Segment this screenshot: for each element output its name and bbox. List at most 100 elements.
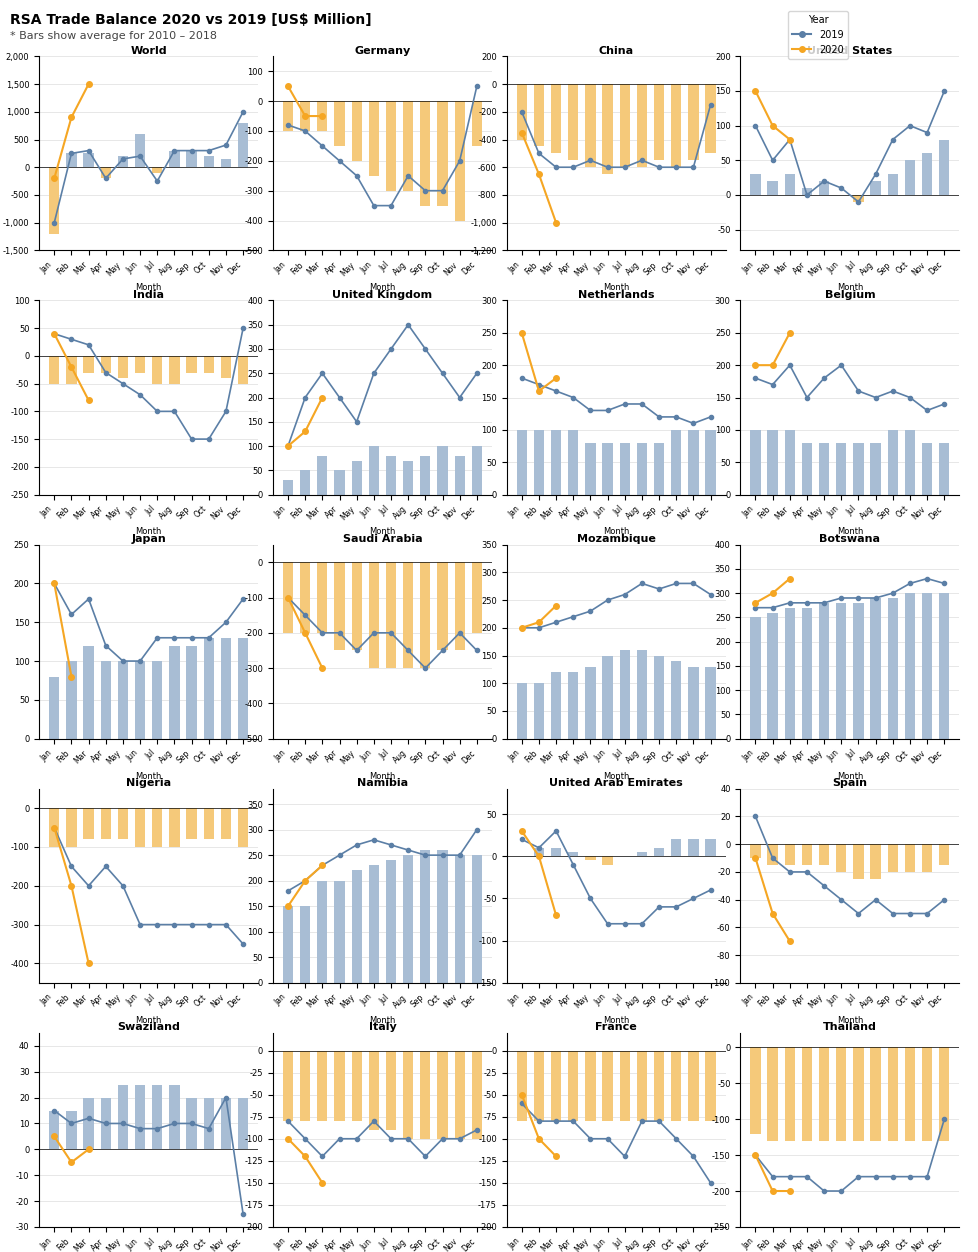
Bar (585, 443, 595, 495)
Bar (619, 443, 629, 495)
Bar (938, 1047, 949, 1141)
Bar (516, 429, 526, 495)
Bar (83, 646, 94, 739)
Bar (853, 443, 863, 495)
Bar (221, 159, 231, 168)
Bar (767, 182, 777, 195)
Bar (101, 1098, 111, 1149)
X-axis label: Month: Month (836, 527, 863, 536)
X-axis label: Month: Month (369, 771, 395, 780)
Bar (135, 356, 145, 373)
Bar (585, 1050, 595, 1121)
Bar (317, 456, 328, 495)
Bar (887, 844, 897, 871)
Bar (835, 603, 846, 739)
Bar (533, 684, 544, 739)
Bar (938, 139, 949, 195)
Bar (471, 1050, 481, 1139)
Bar (83, 1098, 94, 1149)
Title: India: India (133, 289, 164, 299)
Bar (186, 1098, 197, 1149)
Bar (420, 101, 430, 205)
Bar (203, 809, 214, 839)
X-axis label: Month: Month (135, 527, 161, 536)
Bar (819, 1047, 828, 1141)
Bar (516, 1050, 526, 1121)
Bar (783, 1047, 794, 1141)
Bar (238, 356, 248, 383)
X-axis label: Month: Month (602, 283, 629, 292)
Bar (567, 672, 578, 739)
Bar (904, 429, 914, 495)
Bar (783, 607, 794, 739)
Bar (636, 853, 646, 856)
Bar (801, 844, 812, 865)
Bar (369, 562, 378, 669)
Bar (101, 168, 111, 178)
Bar (101, 356, 111, 373)
Bar (221, 356, 231, 378)
Title: China: China (598, 45, 633, 55)
Bar (67, 356, 76, 383)
Title: United Arab Emirates: United Arab Emirates (549, 777, 683, 788)
Bar (749, 429, 760, 495)
Bar (169, 646, 179, 739)
Bar (938, 443, 949, 495)
Bar (938, 844, 949, 865)
Bar (49, 1111, 60, 1149)
Bar (670, 839, 681, 856)
Bar (152, 809, 162, 846)
Bar (385, 860, 396, 983)
Bar (551, 84, 560, 153)
Bar (334, 562, 344, 651)
Bar (317, 101, 328, 131)
Bar (283, 1050, 292, 1121)
Bar (653, 1050, 663, 1121)
Bar (169, 1084, 179, 1149)
Bar (101, 809, 111, 839)
X-axis label: Month: Month (369, 527, 395, 536)
Bar (533, 1050, 544, 1121)
Bar (767, 612, 777, 739)
Bar (403, 562, 413, 669)
Bar (533, 84, 544, 146)
Bar (186, 646, 197, 739)
Text: * Bars show average for 2010 – 2018: * Bars show average for 2010 – 2018 (10, 31, 216, 41)
Bar (887, 174, 897, 195)
Bar (283, 480, 292, 495)
Bar (83, 356, 94, 373)
Bar (705, 429, 715, 495)
Bar (369, 865, 378, 983)
Bar (454, 101, 465, 220)
Bar (334, 101, 344, 146)
Bar (904, 593, 914, 739)
Bar (135, 661, 145, 739)
X-axis label: Month: Month (836, 771, 863, 780)
Bar (705, 84, 715, 153)
Bar (835, 844, 846, 871)
Bar (869, 443, 880, 495)
X-axis label: Month: Month (836, 1015, 863, 1024)
Bar (869, 598, 880, 739)
Bar (169, 809, 179, 846)
Bar (471, 855, 481, 983)
Bar (420, 850, 430, 983)
Bar (83, 153, 94, 168)
Bar (601, 856, 612, 865)
Bar (749, 844, 760, 858)
Bar (887, 598, 897, 739)
Bar (670, 84, 681, 168)
Bar (186, 150, 197, 168)
Bar (186, 356, 197, 373)
Bar (238, 123, 248, 168)
Bar (749, 617, 760, 739)
Bar (299, 906, 310, 983)
Bar (705, 839, 715, 856)
Bar (299, 471, 310, 495)
Bar (551, 672, 560, 739)
Bar (283, 101, 292, 131)
Bar (152, 661, 162, 739)
Bar (67, 1111, 76, 1149)
Bar (299, 1050, 310, 1121)
Bar (454, 1050, 465, 1139)
